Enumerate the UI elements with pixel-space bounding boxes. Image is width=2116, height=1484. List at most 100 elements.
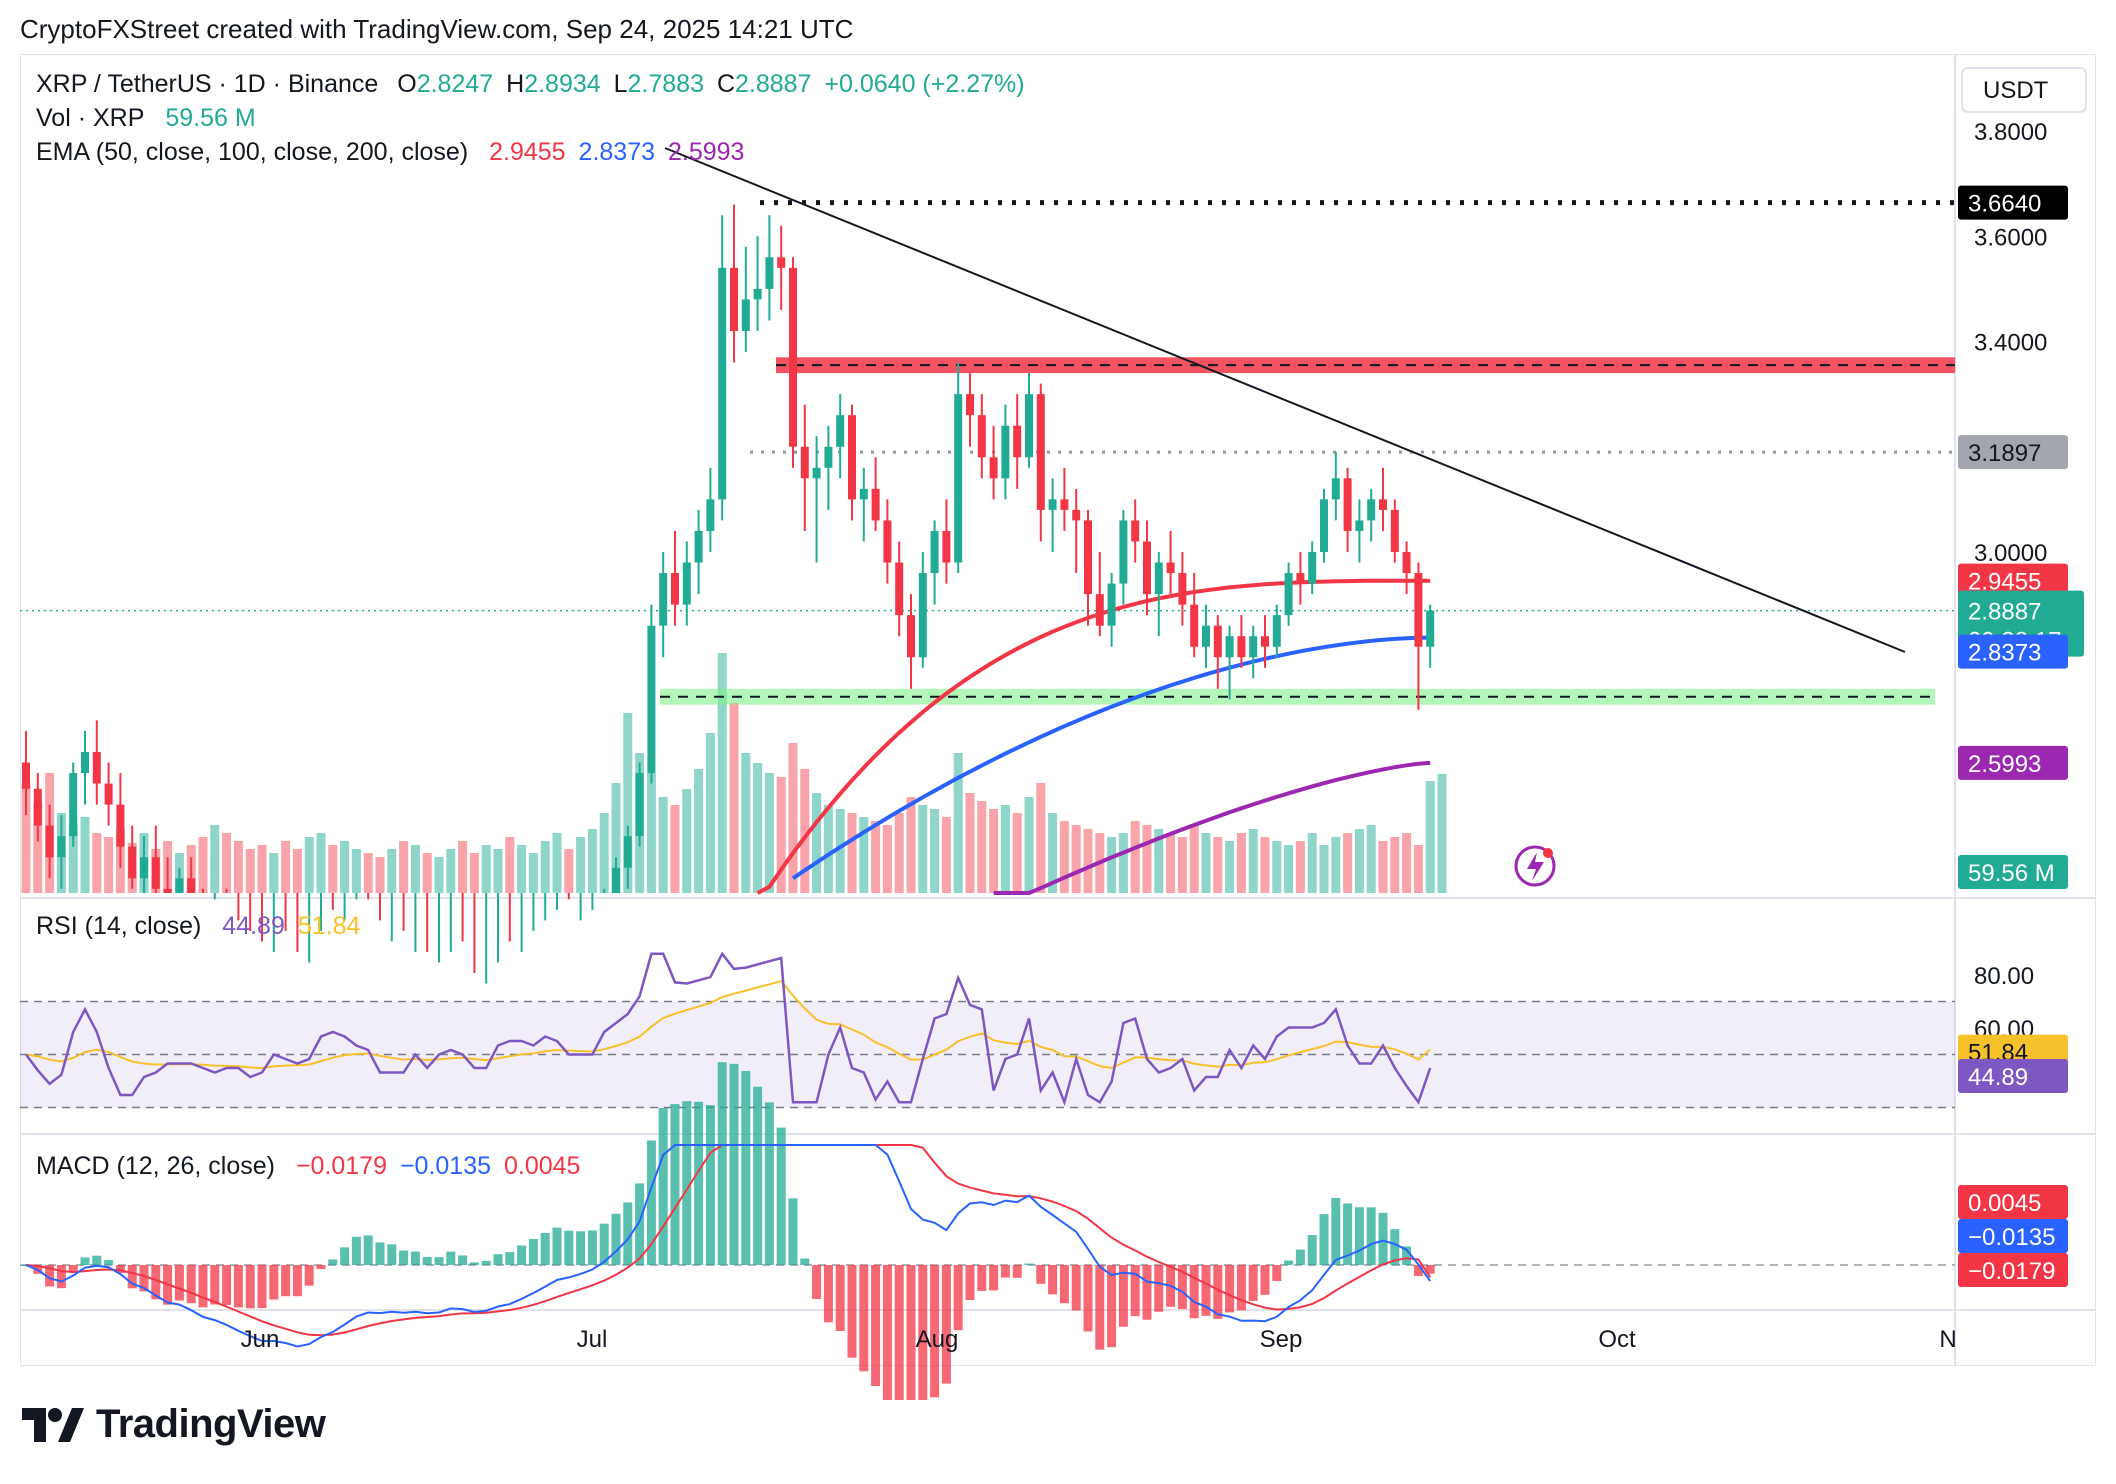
candle-body (1272, 615, 1281, 647)
volume-label[interactable]: Vol · XRP (36, 104, 145, 132)
macd-hist-bar (729, 1063, 739, 1265)
replay-flash-icon[interactable] (1514, 845, 1556, 887)
chart-canvas[interactable]: USDT3.80003.60003.40003.000080.0060.0040… (0, 0, 2116, 1400)
volume-bar (410, 845, 420, 893)
macd-hist-bar (1012, 1265, 1022, 1278)
volume-bar (493, 849, 503, 893)
volume-bar (505, 837, 515, 893)
volume-bar (611, 783, 621, 893)
macd-line (25, 1144, 1432, 1348)
volume-bar (658, 797, 668, 893)
macd-hist-bar (198, 1265, 208, 1308)
volume-bar (1437, 773, 1447, 893)
macd-hist-bar (1118, 1265, 1128, 1327)
macd-hist-bar (1036, 1265, 1046, 1284)
macd-hist-bar (1343, 1203, 1353, 1265)
volume-bar (399, 841, 409, 893)
volume-bar (894, 813, 904, 893)
volume-bar (1118, 833, 1128, 893)
chart-header: CryptoFXStreet created with TradingView.… (20, 14, 854, 44)
volume-bar (1189, 825, 1199, 893)
volume-bar (1012, 813, 1022, 893)
candle-body (671, 573, 679, 605)
symbol-label[interactable]: XRP / TetherUS · 1D · Binance (36, 70, 379, 98)
volume-badge-bg (1958, 855, 2068, 889)
macd-hist-bar (646, 1140, 656, 1265)
macd-hist-bar (328, 1259, 338, 1265)
macd-hist-bar (1024, 1263, 1034, 1265)
macd-hist-bar (387, 1244, 397, 1265)
candle-body (1379, 499, 1387, 510)
time-label: Jul (577, 1326, 608, 1353)
high-label: H (506, 70, 525, 98)
macd-hist-bar (139, 1265, 149, 1292)
macd-hist-bar (1201, 1265, 1211, 1316)
macd-hist-bar (1048, 1265, 1058, 1295)
volume-bar (540, 841, 550, 893)
candle-body (871, 488, 880, 521)
signal-value: −0.0135 (399, 1152, 492, 1180)
candle-body (1154, 562, 1163, 595)
macd-hist-bar (564, 1230, 574, 1265)
ema-legend: EMA (50, close, 100, close, 200, close) … (36, 138, 750, 167)
candle-body (1402, 552, 1411, 574)
volume-bar (387, 849, 397, 893)
volume-bar (776, 777, 786, 893)
candle-body (1095, 594, 1104, 626)
level-badge: 3.1897 (1968, 440, 2041, 467)
ema50-value: 2.9455 (489, 138, 566, 166)
volume-bar (729, 703, 739, 893)
candle-body (104, 783, 113, 805)
macd-legend: MACD (12, 26, close) −0.0179 −0.0135 0.0… (36, 1152, 586, 1181)
volume-bar (587, 829, 597, 893)
macd-label[interactable]: MACD (12, 26, close) (36, 1152, 275, 1180)
macd-hist-bar (623, 1202, 633, 1265)
candle-body (69, 773, 78, 837)
volume-bar (1024, 797, 1034, 893)
macd-hist-bar (882, 1265, 892, 1400)
macd-hist-bar (222, 1265, 232, 1306)
macd-hist-bar (788, 1198, 798, 1265)
macd-hist-bar (281, 1265, 291, 1297)
rsi-badge: 44.89 (1968, 1064, 2028, 1091)
candle-body (765, 257, 774, 289)
rsi-ma-line (25, 979, 1431, 1070)
ema-label[interactable]: EMA (50, close, 100, close, 200, close) (36, 138, 469, 166)
volume-bar (753, 763, 763, 893)
candles (22, 204, 1435, 984)
candle-body (1084, 520, 1092, 595)
rsi-pane (20, 951, 1955, 1109)
macd-hist-bar (977, 1265, 987, 1291)
macd-hist-bar (68, 1265, 78, 1273)
volume-bar (363, 853, 373, 893)
candle-body (1001, 425, 1010, 479)
ema200-badge-bg (1958, 745, 2068, 780)
volume-bar (80, 817, 90, 893)
currency-label: USDT (1983, 77, 2049, 104)
volume-bar (245, 849, 255, 893)
volume-bar (292, 849, 302, 893)
macd-hist-bar (635, 1183, 645, 1265)
candle-body (907, 615, 915, 658)
candle-body (163, 888, 172, 893)
tradingview-logo[interactable]: TradingView (22, 1402, 326, 1447)
rsi-value: 44.89 (222, 912, 285, 940)
ema200-value: 2.5993 (667, 138, 745, 166)
macd-hist-bar (871, 1265, 881, 1386)
macd-hist-bar (92, 1255, 102, 1265)
candle-body (1261, 636, 1269, 647)
price-axis: USDT3.80003.60003.40003.000080.0060.0040… (1958, 67, 2087, 1287)
volume-legend: Vol · XRP 59.56 M (36, 104, 262, 133)
candle-body (753, 288, 762, 300)
volume-bar (623, 713, 633, 893)
volume-bar (33, 803, 43, 893)
macd-hist-bar (186, 1265, 196, 1304)
chart-frame (20, 54, 2096, 1366)
ath-badge-bg (1958, 185, 2068, 220)
volume-bar (682, 789, 692, 893)
volume-bar (1366, 825, 1376, 893)
macd-hist-bar (1071, 1265, 1081, 1311)
volume-bar (528, 853, 538, 893)
macd-hist-bar (705, 1105, 715, 1265)
rsi-label[interactable]: RSI (14, close) (36, 912, 202, 940)
